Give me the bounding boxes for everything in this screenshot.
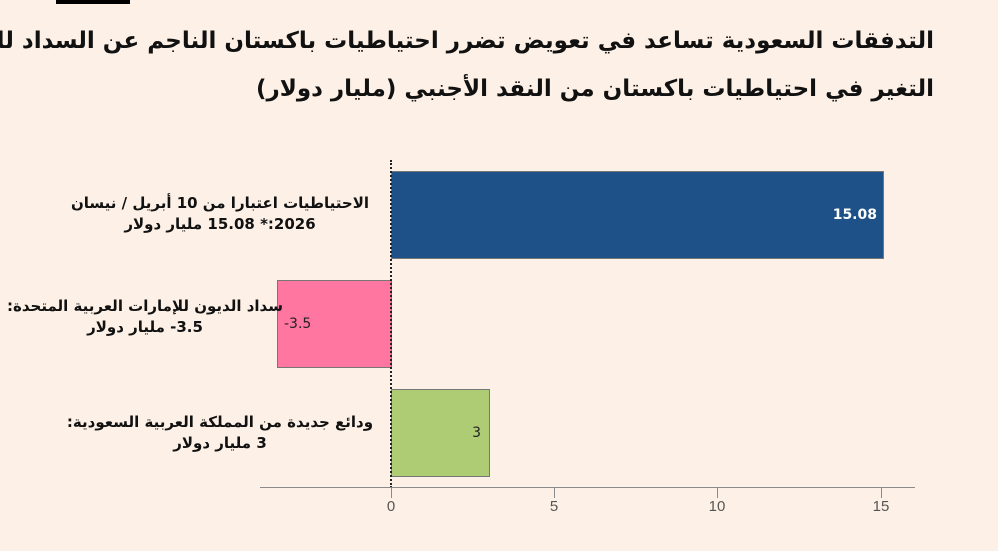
header-accent-bar: [56, 0, 130, 4]
category-label-uae-repayment: سداد الديون للإمارات العربية المتحدة: 3.…: [0, 296, 290, 338]
category-label-saudi-deposits: ودائع جديدة من المملكة العربية السعودية:…: [60, 412, 380, 454]
bar-saudi-deposits: 3: [391, 389, 490, 477]
bar-reserves: 15.08: [391, 171, 884, 259]
x-tick: [717, 488, 718, 498]
chart-title: التدفقات السعودية تساعد في تعويض تضرر اح…: [0, 28, 934, 54]
x-tick-label: 10: [708, 498, 726, 515]
category-label-line: الاحتياطيات اعتبارا من 10 أبريل / نيسان: [70, 194, 370, 212]
x-tick-label: 5: [549, 498, 559, 515]
bar-value-label: 15.08: [832, 207, 877, 223]
category-label-line: سداد الديون للإمارات العربية المتحدة:: [7, 297, 283, 315]
x-tick: [554, 488, 555, 498]
zero-reference-line: [390, 160, 392, 488]
chart-subtitle: التغير في احتياطيات باكستان من النقد الأ…: [255, 76, 934, 102]
x-tick: [391, 488, 392, 498]
category-label-line: ودائع جديدة من المملكة العربية السعودية:: [66, 413, 374, 431]
category-label-reserves: الاحتياطيات اعتبارا من 10 أبريل / نيسان …: [60, 193, 380, 235]
category-label-line: 2026:* 15.08 مليار دولار: [124, 215, 316, 233]
x-tick-label: 0: [386, 498, 396, 515]
x-tick-label: 15: [872, 498, 890, 515]
category-label-line: 3.5- مليار دولار: [87, 318, 203, 336]
x-tick: [881, 488, 882, 498]
bar-uae-repayment: -3.5: [277, 280, 392, 368]
bar-value-label: 3: [472, 425, 481, 441]
x-axis-line: [260, 487, 915, 488]
category-label-line: 3 مليار دولار: [173, 434, 267, 452]
bar-value-label: -3.5: [284, 316, 312, 332]
